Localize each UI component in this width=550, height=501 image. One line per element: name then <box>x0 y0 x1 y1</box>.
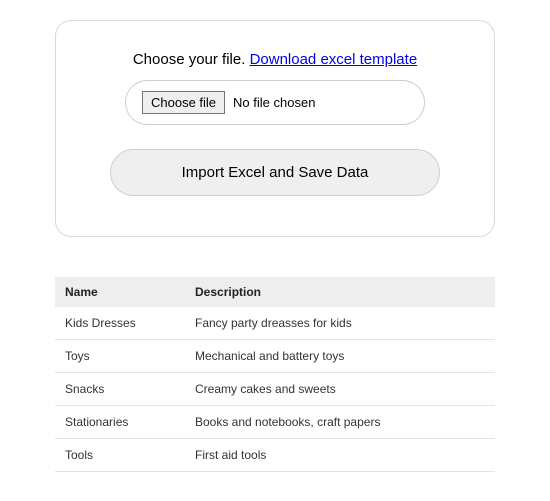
table-row: Tools First aid tools <box>55 439 495 472</box>
table-header-description: Description <box>185 277 495 307</box>
table-cell-description: Fancy party dreasses for kids <box>185 307 495 340</box>
file-input-capsule[interactable]: Choose file No file chosen <box>125 80 425 125</box>
upload-panel: Choose your file. Download excel templat… <box>55 20 495 237</box>
download-template-link[interactable]: Download excel template <box>250 51 418 68</box>
import-save-button[interactable]: Import Excel and Save Data <box>110 149 440 196</box>
table-row: Snacks Creamy cakes and sweets <box>55 373 495 406</box>
prompt-text: Choose your file. <box>133 51 246 68</box>
table-row: Toys Mechanical and battery toys <box>55 340 495 373</box>
table-cell-name: Snacks <box>55 373 185 406</box>
table-cell-description: First aid tools <box>185 439 495 472</box>
table-cell-description: Mechanical and battery toys <box>185 340 495 373</box>
table-cell-name: Stationaries <box>55 406 185 439</box>
table-header-name: Name <box>55 277 185 307</box>
table-row: Stationaries Books and notebooks, craft … <box>55 406 495 439</box>
table-cell-description: Books and notebooks, craft papers <box>185 406 495 439</box>
results-table: Name Description Kids Dresses Fancy part… <box>55 277 495 472</box>
table-row: Kids Dresses Fancy party dreasses for ki… <box>55 307 495 340</box>
table-cell-name: Tools <box>55 439 185 472</box>
table-cell-name: Kids Dresses <box>55 307 185 340</box>
table-cell-description: Creamy cakes and sweets <box>185 373 495 406</box>
choose-file-button[interactable]: Choose file <box>142 91 225 114</box>
table-header-row: Name Description <box>55 277 495 307</box>
table-cell-name: Toys <box>55 340 185 373</box>
file-status-text: No file chosen <box>233 95 315 110</box>
prompt-row: Choose your file. Download excel templat… <box>96 51 454 68</box>
